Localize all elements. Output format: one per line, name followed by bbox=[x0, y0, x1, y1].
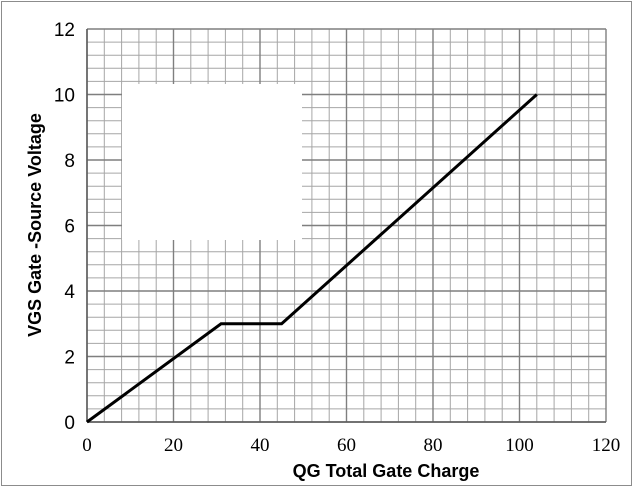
y-tick-label: 4 bbox=[64, 282, 75, 303]
x-tick-label: 40 bbox=[251, 435, 270, 456]
y-tick-label: 0 bbox=[64, 413, 75, 434]
y-tick-label: 10 bbox=[54, 86, 75, 107]
x-tick-label: 120 bbox=[592, 435, 621, 456]
x-tick-labels: 0 20 40 60 80 100 120 bbox=[82, 435, 620, 456]
y-tick-label: 2 bbox=[64, 348, 75, 369]
y-tick-label: 6 bbox=[64, 217, 75, 238]
y-tick-label: 12 bbox=[54, 20, 75, 41]
y-axis-title: VGS Gate -Source Voltage bbox=[25, 113, 45, 337]
x-axis-title: QG Total Gate Charge bbox=[293, 461, 480, 481]
x-tick-label: 60 bbox=[337, 435, 356, 456]
series-line bbox=[86, 93, 538, 424]
y-tick-labels: 0 2 4 6 8 10 12 bbox=[54, 20, 76, 434]
series-layer bbox=[86, 93, 538, 424]
x-tick-label: 20 bbox=[164, 435, 183, 456]
blank-inset-box bbox=[122, 84, 302, 240]
x-tick-label: 100 bbox=[505, 435, 534, 456]
axes bbox=[86, 29, 606, 423]
x-tick-label: 0 bbox=[82, 435, 92, 456]
x-tick-label: 80 bbox=[424, 435, 443, 456]
y-tick-label: 8 bbox=[64, 151, 75, 172]
